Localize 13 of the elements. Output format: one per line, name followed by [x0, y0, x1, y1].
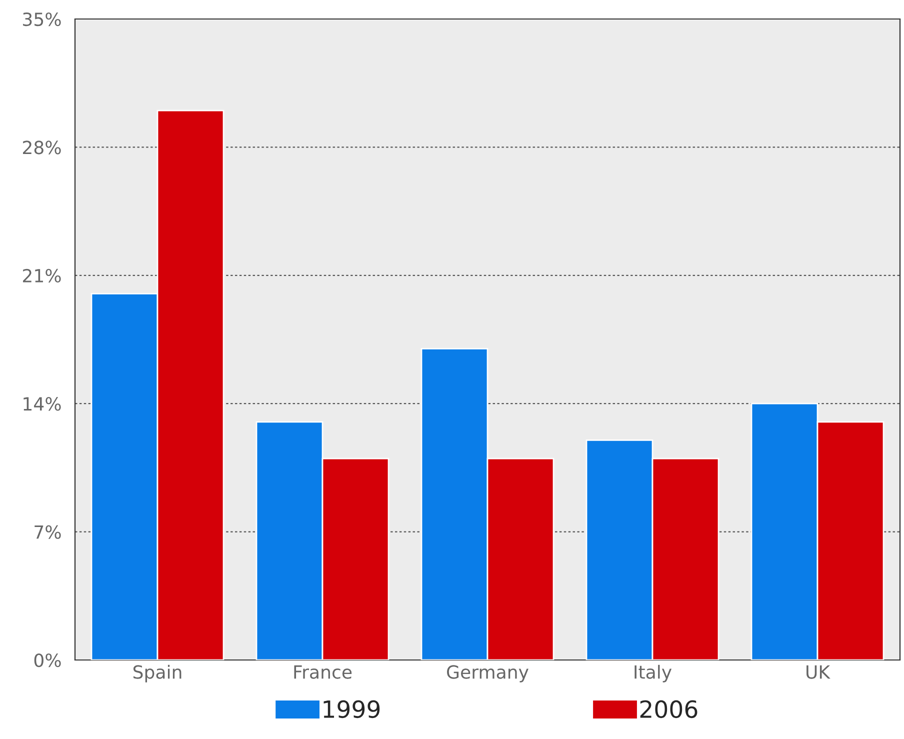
x-tick-label: Italy: [634, 664, 672, 682]
y-tick-label: 35%: [23, 12, 61, 26]
legend-label: 2006: [640, 700, 698, 718]
y-tick-label: 21%: [22, 268, 61, 283]
legend-label: 1999: [324, 700, 380, 718]
x-tick-label: France: [294, 665, 352, 679]
x-tick-label: Spain: [133, 664, 182, 682]
y-tick-label: 7%: [34, 525, 61, 539]
y-tick-label: 14%: [24, 397, 61, 411]
x-tick-label: UK: [806, 665, 830, 679]
x-tick-label: Germany: [447, 665, 528, 682]
y-tick-label: 28%: [22, 140, 61, 154]
y-tick-label: 0%: [34, 653, 61, 668]
